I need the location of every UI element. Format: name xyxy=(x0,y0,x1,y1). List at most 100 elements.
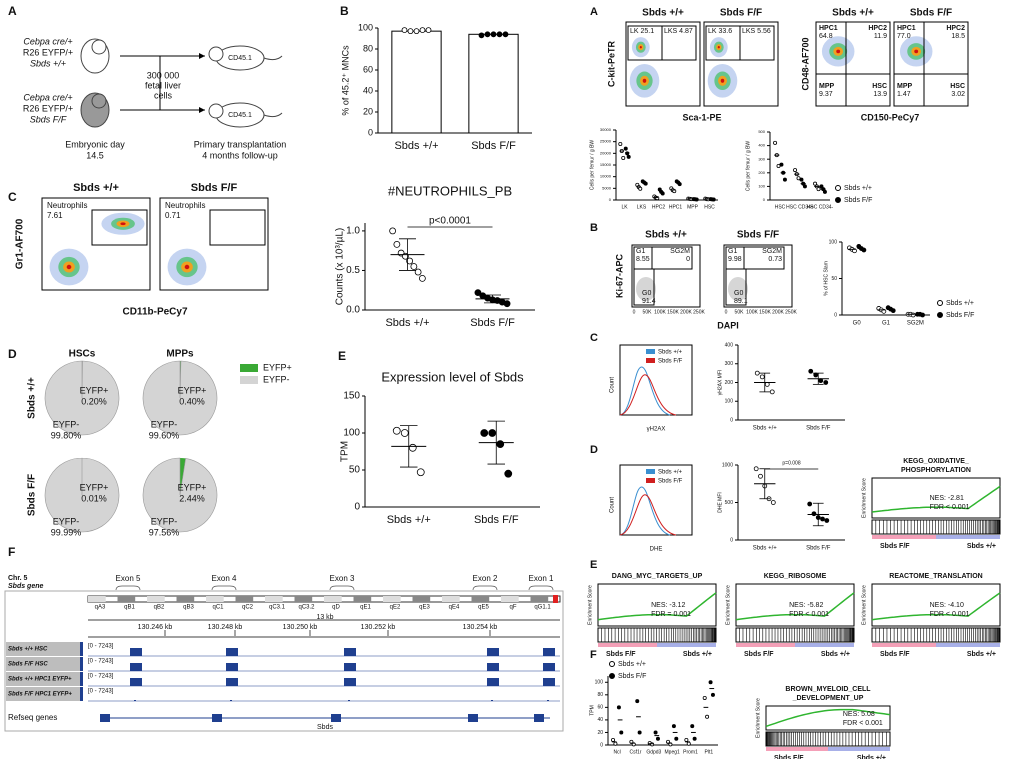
label: cells xyxy=(154,90,173,100)
density-peak xyxy=(184,264,190,270)
data-point xyxy=(408,443,417,452)
data-point xyxy=(769,389,775,395)
label: SG2M xyxy=(762,248,782,255)
label: HSC xyxy=(950,83,965,90)
density-peak xyxy=(120,222,126,226)
hist-curve xyxy=(619,486,671,536)
ideogram-band xyxy=(176,596,195,602)
data-point xyxy=(611,737,616,742)
pie-slice xyxy=(142,457,218,533)
legend-marker xyxy=(609,661,615,667)
x-tick-label: MPP xyxy=(687,204,699,210)
label: Enrichment Score xyxy=(755,698,761,738)
label: Sbds +/+ xyxy=(658,470,683,476)
data-point xyxy=(793,168,798,173)
coverage-peak xyxy=(130,678,142,686)
y-tick-label: 100 xyxy=(343,428,360,439)
coverage-peak xyxy=(130,648,142,656)
y-tick-label: 100 xyxy=(829,239,838,245)
mouse-tail xyxy=(263,55,283,61)
data-point xyxy=(710,692,715,697)
panel-letter: D xyxy=(590,444,598,456)
data-point xyxy=(705,714,710,719)
label: qE5 xyxy=(478,605,489,611)
mouse-head xyxy=(208,46,224,62)
gsea-frame xyxy=(871,583,1001,627)
flow-plot-frame xyxy=(703,21,779,107)
label: EYFP+ xyxy=(178,385,207,395)
label: 77.0 xyxy=(897,33,911,40)
label: HSC xyxy=(872,83,887,90)
label: Sbds F/F xyxy=(30,114,67,124)
label: 130.252 kb xyxy=(361,624,396,631)
label: 130.246 kb xyxy=(138,624,173,631)
y-tick-label: 150 xyxy=(343,391,360,402)
rank-bar-neg xyxy=(795,643,854,647)
y-tick-label: 80 xyxy=(597,692,603,698)
data-point xyxy=(618,141,623,146)
label: Sbds F/F xyxy=(880,543,910,550)
label: 89.1 xyxy=(734,298,748,305)
x-tick-label: Sbds F/F xyxy=(474,514,519,526)
data-point xyxy=(480,429,489,437)
exon-brace xyxy=(528,585,554,591)
panel-letter: B xyxy=(340,4,349,18)
chart-title: Expression level of Sbds xyxy=(381,369,524,384)
label: Count xyxy=(610,497,616,513)
data-point xyxy=(808,368,814,374)
label: 0 xyxy=(633,309,636,315)
panel-letter: A xyxy=(8,4,17,18)
y-tick-label: 0.0 xyxy=(346,305,360,316)
coverage-peak xyxy=(230,700,232,701)
y-axis-label: γH2AX MFI xyxy=(717,370,723,396)
y-tick-label: 15000 xyxy=(600,162,612,167)
y-tick-label: 80 xyxy=(363,43,373,53)
label: Exon 3 xyxy=(330,574,355,583)
y-axis-label: % of HSC Slam xyxy=(823,261,829,296)
legend-label: Sbds F/F xyxy=(844,197,872,204)
label: MPP xyxy=(897,83,913,90)
rank-bar-pos xyxy=(736,643,795,647)
label: 9.98 xyxy=(728,256,742,263)
label: G1 xyxy=(728,248,737,255)
data-point xyxy=(484,31,491,38)
gene-exon xyxy=(331,714,341,722)
x-tick-label: G1 xyxy=(882,321,891,327)
data-point xyxy=(692,736,697,741)
label: Cebpa cre/+ xyxy=(23,36,72,46)
label: NES: -4.10 xyxy=(930,602,964,609)
track-frame xyxy=(4,590,564,732)
data-point xyxy=(920,312,925,318)
label: HPC1 xyxy=(819,25,838,32)
label: Sbds xyxy=(317,724,333,731)
label: G1 xyxy=(636,248,645,255)
label: FDR = 0.001 xyxy=(651,611,691,618)
label: 50K xyxy=(735,309,745,315)
label: 50K xyxy=(643,309,653,315)
x-tick-label: Plt1 xyxy=(705,749,714,755)
label: _DEVELOPMENT_UP xyxy=(792,695,864,702)
legend-swatch xyxy=(646,349,655,354)
density-peak xyxy=(717,45,720,49)
data-point xyxy=(502,31,509,38)
label: 130.248 kb xyxy=(208,624,243,631)
label: EYFP+ xyxy=(80,385,109,395)
track-marker xyxy=(80,687,83,701)
label: CD45.1 xyxy=(228,55,252,62)
label: 13 kb xyxy=(316,614,333,621)
legend-swatch xyxy=(646,469,655,474)
y-tick-label: 100 xyxy=(358,22,373,32)
y-axis-label: % of 45.2⁺ MNCs xyxy=(340,45,350,116)
data-point xyxy=(816,187,821,192)
data-point xyxy=(708,680,713,685)
y-tick-label: 40 xyxy=(363,85,373,95)
coverage-peak xyxy=(344,648,356,656)
coverage-peak xyxy=(348,700,350,701)
exon-brace xyxy=(211,585,237,591)
data-point xyxy=(686,741,691,746)
label: NES: -5.82 xyxy=(789,602,823,609)
label: C-kit-PeTR xyxy=(606,41,616,88)
coverage-peak xyxy=(543,663,555,671)
data-point xyxy=(759,374,765,380)
legend-swatch xyxy=(646,478,655,483)
